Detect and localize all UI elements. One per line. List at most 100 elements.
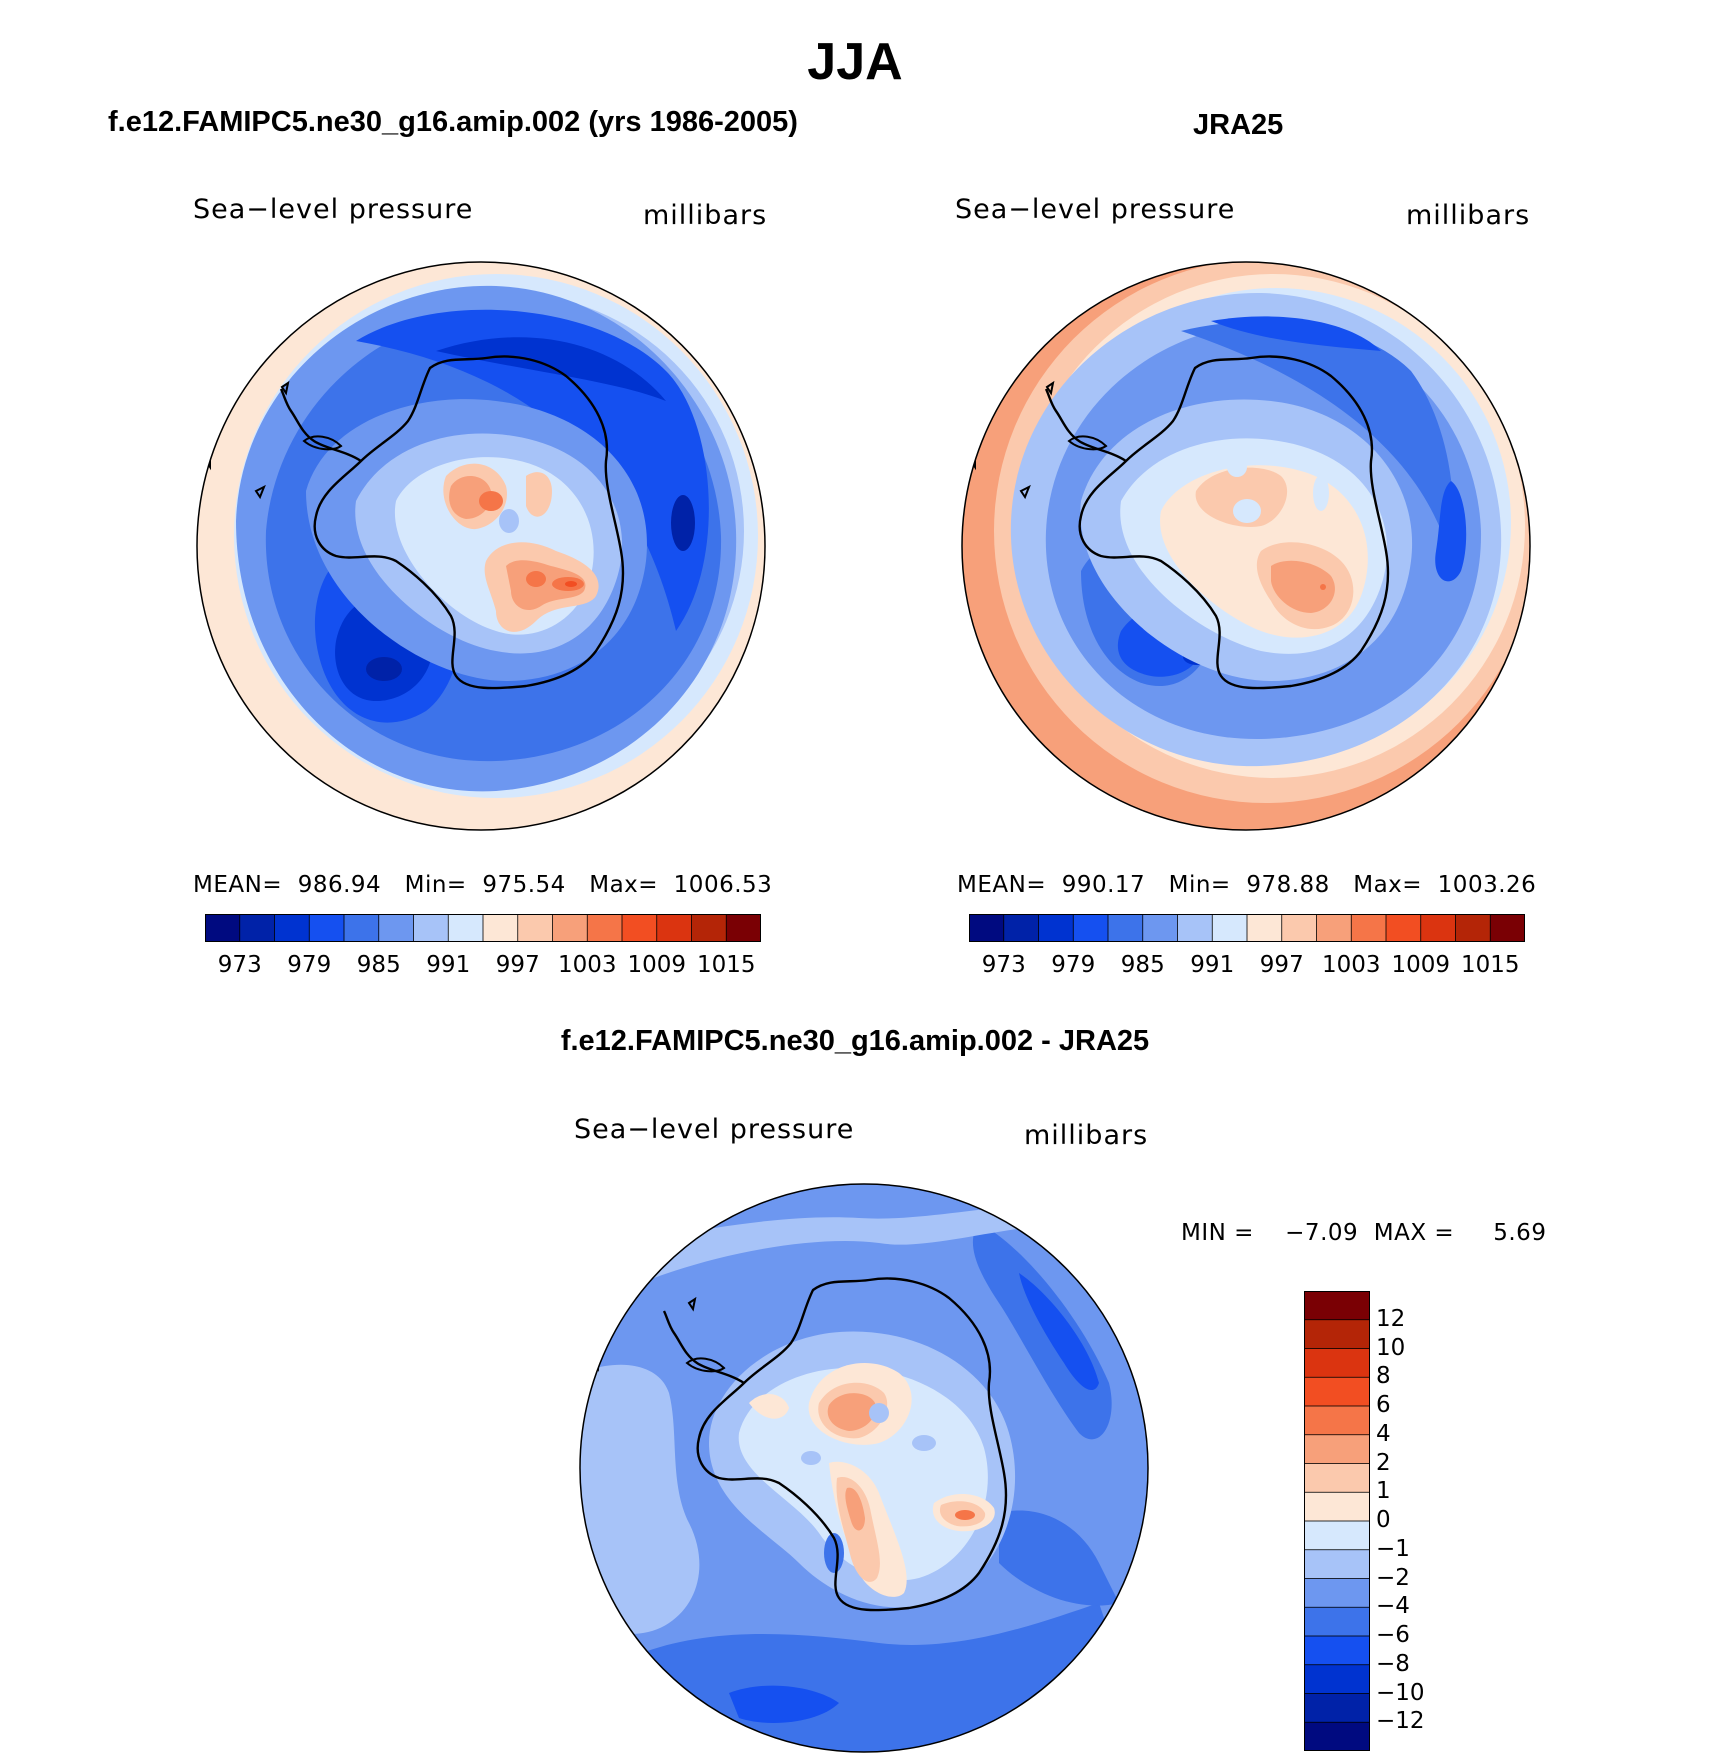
panel-1-field-band — [526, 472, 552, 517]
panel-2-colorbar — [969, 914, 1525, 942]
panel-3-colorbar-swatch — [1304, 1434, 1370, 1465]
panel-1-ice-shelf-coastline — [302, 435, 343, 451]
panel-3-colorbar-swatch — [1304, 1693, 1370, 1724]
panel-2-colorbar-tick-label: 991 — [1190, 952, 1235, 978]
panel-3-polar-map — [579, 1183, 1149, 1753]
panel-1-colorbar-tick-label: 1003 — [557, 952, 617, 978]
panel-1-colorbar-swatch — [378, 914, 415, 942]
panel-2-variable-label: Sea−level pressure — [955, 194, 1236, 225]
panel-3-field-band — [999, 1510, 1119, 1606]
panel-2-field-band — [1227, 457, 1247, 477]
panel-2-colorbar-swatch — [1142, 914, 1179, 942]
panel-2-colorbar-swatch — [1385, 914, 1422, 942]
panel-1-colorbar-tick-label: 997 — [495, 952, 540, 978]
panel-3-colorbar-swatch — [1304, 1664, 1370, 1695]
panel-3-colorbar — [1304, 1291, 1370, 1751]
panel-1-field-band — [479, 491, 503, 511]
panel-1-colorbar-swatch — [274, 914, 311, 942]
panel-1-colorbar-swatch — [413, 914, 450, 942]
panel-3-colorbar-swatch — [1304, 1520, 1370, 1551]
panel-3-colorbar-tick-label: −12 — [1376, 1708, 1425, 1735]
panel-1-colorbar-swatch — [586, 914, 623, 942]
panel-2-peninsula-coastline — [1044, 388, 1127, 463]
panel-3-colorbar-tick-label: 1 — [1376, 1478, 1391, 1505]
panel-1-colorbar-swatch — [482, 914, 519, 942]
panel-3-colorbar-tick-label: −1 — [1376, 1535, 1410, 1562]
panel-2-field-band — [1181, 321, 1454, 561]
panel-2-colorbar-swatch — [1107, 914, 1144, 942]
panel-3-colorbar-swatch — [1304, 1348, 1370, 1379]
panel-3-field-band — [580, 1364, 700, 1634]
panel-1-colorbar-swatch — [621, 914, 658, 942]
panel-2-colorbar-swatch — [1038, 914, 1075, 942]
panel-3-colorbar-swatch — [1304, 1549, 1370, 1580]
panel-3-peninsula-coastline — [662, 1310, 745, 1385]
panel-3-field-band — [827, 1393, 876, 1431]
panel-1-field-band — [506, 560, 586, 611]
panel-3-field-band — [824, 1533, 844, 1573]
panel-1-colorbar-swatch — [517, 914, 554, 942]
panel-2-colorbar-tick-label: 979 — [1051, 952, 1096, 978]
panel-1-units-label: millibars — [643, 200, 768, 231]
panel-1-title: f.e12.FAMIPC5.ne30_g16.amip.002 (yrs 198… — [108, 106, 798, 138]
panel-1-colorbar-tick-label: 991 — [426, 952, 471, 978]
panel-3-field-band — [1019, 1273, 1099, 1391]
panel-2-island-coastline — [1019, 484, 1031, 500]
panel-2-ice-shelf-coastline — [1067, 435, 1108, 451]
panel-1-antarctica-coastline — [313, 355, 625, 690]
panel-1-variable-label: Sea−level pressure — [193, 194, 474, 225]
panel-1-field-band — [565, 581, 577, 587]
panel-2-field-band — [1211, 316, 1381, 351]
panel-1-island-coastline — [254, 484, 266, 500]
panel-3-colorbar-tick-label: 4 — [1376, 1420, 1391, 1447]
panel-1-colorbar-swatch — [552, 914, 589, 942]
panel-1-polar-map — [196, 261, 766, 831]
panel-2-colorbar-tick-label: 1003 — [1321, 952, 1381, 978]
panel-1-peninsula-coastline — [279, 388, 362, 463]
panel-3-colorbar-tick-label: 10 — [1376, 1334, 1406, 1361]
panel-3-field-band — [869, 1403, 889, 1423]
panel-3-colorbar-swatch — [1304, 1491, 1370, 1522]
panel-3-field-band — [955, 1510, 975, 1520]
panel-3-colorbar-tick-label: 6 — [1376, 1392, 1391, 1418]
panel-1-field-band — [436, 337, 666, 401]
panel-1-field-band — [366, 657, 402, 681]
panel-2-field-band — [1271, 560, 1335, 613]
panel-3-ice-shelf-coastline — [685, 1357, 726, 1373]
panel-2-colorbar-swatch — [1420, 914, 1457, 942]
panel-2-polar-map — [961, 261, 1531, 831]
panel-1-island-coastline — [280, 380, 290, 396]
panel-2-colorbar-swatch — [1316, 914, 1353, 942]
panel-2-stats: MEAN= 990.17 Min= 978.88 Max= 1003.26 — [957, 872, 1537, 898]
panel-2-field-band — [1320, 584, 1326, 590]
panel-1-colorbar-swatch — [447, 914, 484, 942]
panel-3-stats: MIN = −7.09 MAX = 5.69 — [1181, 1220, 1547, 1246]
panel-2-field-band — [1435, 481, 1467, 582]
panel-3-title: f.e12.FAMIPC5.ne30_g16.amip.002 - JRA25 — [560, 1025, 1150, 1057]
panel-1-field-band — [671, 495, 695, 551]
panel-1-colorbar-swatch — [725, 914, 761, 942]
panel-3-colorbar-swatch — [1304, 1578, 1370, 1609]
panel-2-antarctica-coastline — [1078, 355, 1390, 690]
panel-2-title: JRA25 — [1193, 109, 1284, 141]
panel-3-colorbar-tick-label: 2 — [1376, 1449, 1391, 1476]
panel-2-colorbar-swatch — [1177, 914, 1214, 942]
panel-3-colorbar-tick-label: −2 — [1376, 1564, 1410, 1591]
panel-3-colorbar-tick-label: −4 — [1376, 1593, 1410, 1620]
panel-3-colorbar-swatch — [1304, 1376, 1370, 1407]
panel-2-colorbar-swatch — [969, 914, 1005, 942]
panel-3-colorbar-tick-label: 12 — [1376, 1305, 1406, 1332]
panel-1-colorbar-tick-label: 973 — [217, 952, 262, 978]
panel-1-colorbar-tick-label: 979 — [287, 952, 332, 978]
panel-2-colorbar-swatch — [1072, 914, 1109, 942]
panel-3-colorbar-tick-label: −6 — [1376, 1622, 1410, 1648]
panel-2-field-band — [1233, 499, 1261, 523]
panel-2-island-coastline — [1045, 380, 1055, 396]
panel-1-colorbar-tick-label: 1015 — [696, 952, 756, 978]
panel-1-map-border — [196, 261, 766, 831]
panel-3-colorbar-tick-label: −8 — [1376, 1650, 1410, 1677]
panel-2-colorbar-swatch — [1246, 914, 1283, 942]
panel-3-colorbar-swatch — [1304, 1405, 1370, 1436]
panel-2-colorbar-swatch — [1281, 914, 1318, 942]
